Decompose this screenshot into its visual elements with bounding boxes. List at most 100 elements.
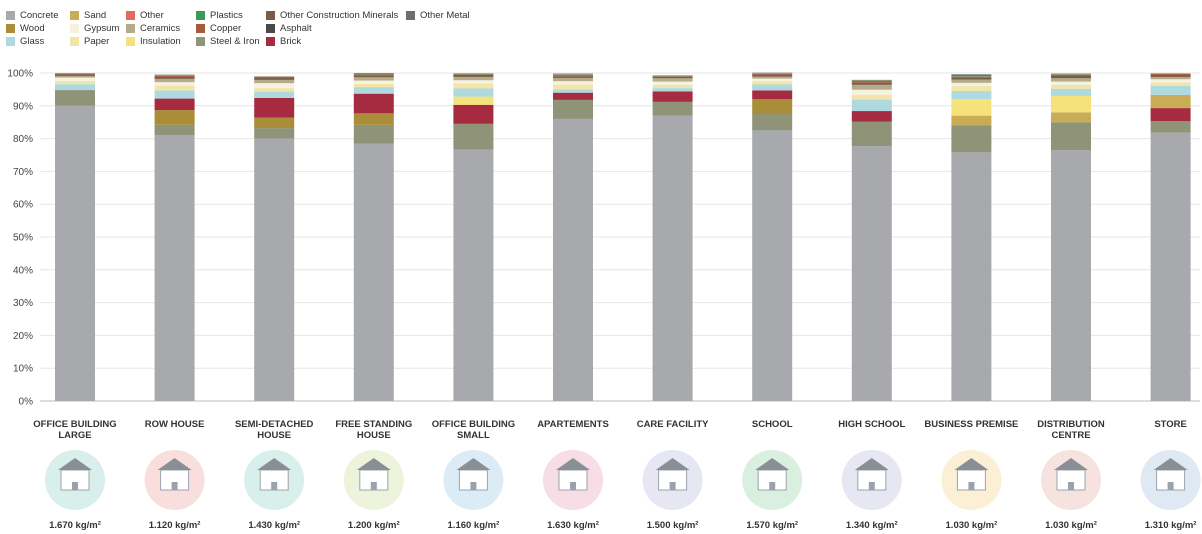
legend-item-other-metal: Other Metal	[406, 10, 470, 21]
building-door	[669, 482, 676, 490]
bar-segment-glass	[154, 90, 195, 99]
legend-swatch	[266, 11, 275, 20]
bar-segment-copper	[254, 76, 295, 78]
bar-segment-concrete	[1051, 150, 1091, 401]
category-label: HOUSE	[357, 430, 391, 441]
bar-segment-paper	[353, 83, 394, 88]
legend-swatch	[70, 24, 79, 33]
bar-segment-paper	[154, 85, 195, 91]
density-label: 1.500 kg/m²	[647, 520, 699, 531]
bar-segment-gypsum	[752, 78, 793, 82]
category-label: HIGH SCHOOL	[838, 419, 905, 430]
bar-segment-glass	[851, 99, 892, 112]
bar-segment-ceramics	[652, 78, 693, 82]
legend-swatch	[6, 11, 15, 20]
category-label: STORE	[1154, 419, 1187, 430]
bar-segment-plastics	[154, 75, 195, 76]
bar-segment-gypsum	[453, 80, 494, 84]
legend-swatch	[196, 11, 205, 20]
bar-segment-brick	[353, 93, 394, 114]
bar-segment-copper	[553, 75, 593, 77]
legend-label: Wood	[20, 23, 45, 34]
building-door	[370, 482, 377, 490]
category-label: BUSINESS PREMISE	[924, 419, 1018, 430]
building-roof	[1153, 458, 1188, 470]
legend-label: Copper	[210, 23, 242, 34]
bar-segment-gypsum	[951, 82, 992, 87]
y-tick-label: 20%	[13, 331, 33, 342]
bar-segment-gypsum	[254, 83, 295, 89]
density-label: 1.030 kg/m²	[946, 520, 998, 531]
bar-segment-concrete	[453, 149, 494, 401]
bar-segment-steel-and-iron	[353, 124, 394, 144]
chart-legend: Concrete Wood Glass Sand Gypsum Paper Other Cer…	[6, 10, 526, 50]
legend-label: Steel & Iron	[210, 36, 260, 47]
building-roof	[1054, 458, 1088, 470]
bar-segment-glass	[55, 84, 95, 91]
bar-segment-brick	[1150, 108, 1191, 122]
building-door	[72, 482, 78, 490]
bar-segment-paper	[851, 94, 892, 100]
bar-segment-concrete	[553, 118, 593, 402]
category-label: CARE FACILITY	[637, 419, 709, 430]
category-label: OFFICE BUILDING	[33, 419, 116, 430]
bar-segment-other-construction-minerals	[752, 74, 793, 77]
legend-item-wood: Wood	[6, 23, 45, 34]
legend-label: Plastics	[210, 10, 243, 21]
bar-segment-plastics	[353, 73, 394, 75]
density-label: 1.120 kg/m²	[149, 520, 201, 531]
legend-swatch	[6, 37, 15, 46]
bar-segment-gypsum	[553, 81, 593, 85]
bar-segment-other-metal	[553, 73, 593, 75]
bar-segment-wood	[154, 110, 195, 125]
building-roof	[755, 458, 790, 470]
legend-swatch	[126, 37, 135, 46]
bar-segment-brick	[553, 92, 593, 100]
bar-segment-other-construction-minerals	[652, 76, 693, 79]
bar-segment-copper	[453, 74, 494, 75]
bar-segment-gypsum	[353, 80, 394, 84]
building-door	[271, 482, 278, 490]
bar-segment-insulation	[453, 96, 494, 105]
bar-segment-gypsum	[55, 77, 95, 81]
bar-segment-concrete	[55, 105, 95, 402]
legend-label: Other	[140, 10, 164, 21]
legend-item-steel-and-iron: Steel & Iron	[196, 36, 260, 47]
density-label: 1.310 kg/m²	[1145, 520, 1197, 531]
bar-segment-wood	[254, 117, 295, 129]
building-door	[1167, 482, 1174, 490]
bar-segment-copper	[851, 81, 892, 83]
bar-segment-concrete	[652, 115, 693, 401]
bar-segment-steel-and-iron	[1051, 122, 1091, 151]
y-tick-label: 50%	[13, 233, 33, 244]
bar-segment-paper	[951, 86, 992, 92]
bar-segment-paper	[254, 88, 295, 92]
bar-segment-plastics	[553, 74, 593, 76]
bar-segment-sand	[1150, 94, 1191, 109]
legend-label: Other Construction Minerals	[280, 10, 399, 21]
legend-item-insulation: Insulation	[126, 36, 181, 47]
bar-segment-glass	[1051, 88, 1091, 96]
density-label: 1.340 kg/m²	[846, 520, 898, 531]
bar-segment-copper	[154, 75, 195, 77]
building-roof	[954, 458, 989, 470]
bar-segment-concrete	[951, 152, 992, 401]
bar-segment-other-construction-minerals	[453, 74, 494, 77]
legend-label: Glass	[20, 36, 45, 47]
bar-segment-paper	[453, 83, 494, 89]
bar-segment-gypsum	[1150, 79, 1191, 83]
bar-segment-steel-and-iron	[453, 123, 494, 150]
legend-item-sand: Sand	[70, 10, 106, 21]
bar-segment-glass	[1150, 85, 1191, 95]
density-label: 1.630 kg/m²	[547, 520, 599, 531]
category-label: CENTRE	[1051, 430, 1090, 441]
building-door	[570, 482, 576, 490]
bar-segment-glass	[752, 84, 793, 91]
bar-segment-sand	[1051, 112, 1091, 123]
category-label: LARGE	[58, 430, 91, 441]
legend-item-other-construction-minerals: Other Construction Minerals	[266, 10, 398, 21]
category-label: SMALL	[457, 430, 490, 441]
bar-segment-copper	[353, 74, 394, 76]
legend-label: Ceramics	[140, 23, 181, 34]
bar-segment-ceramics	[553, 77, 593, 82]
